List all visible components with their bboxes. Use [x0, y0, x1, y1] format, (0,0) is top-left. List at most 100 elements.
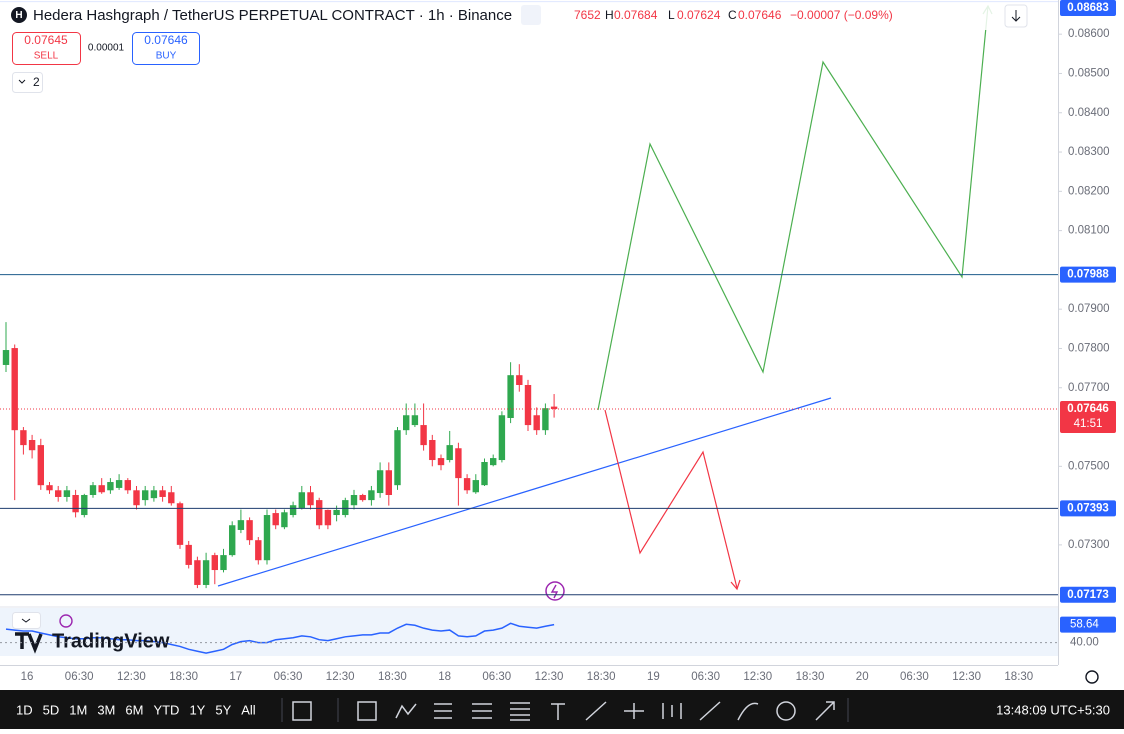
level-price-box [1060, 500, 1116, 517]
level-price-box [1060, 266, 1116, 283]
candle-body [229, 525, 236, 556]
last-price-box [1060, 400, 1116, 433]
tool-icon[interactable] [737, 702, 759, 721]
candle-body [72, 495, 79, 513]
alert-icon[interactable] [545, 581, 565, 601]
x-tick-label: 12:30 [326, 671, 355, 683]
symbol-title[interactable]: Hedera Hashgraph / TetherUS PERPETUAL CO… [33, 7, 512, 24]
bearish-path[interactable] [604, 409, 738, 589]
level-price-label: 0.07173 [1067, 589, 1109, 601]
level-price-box [1060, 586, 1116, 603]
buy-button[interactable] [132, 32, 200, 65]
x-tick-label: 18:30 [1004, 671, 1033, 683]
candle-body [350, 495, 358, 506]
pane-icon[interactable] [59, 614, 73, 628]
tool-icon[interactable] [292, 701, 312, 721]
x-tick-label: 06:30 [900, 671, 929, 683]
sell-label: SELL [34, 51, 59, 62]
hide-button[interactable] [521, 5, 541, 25]
range-button[interactable]: 1M [69, 702, 87, 717]
tool-icon[interactable] [624, 703, 644, 719]
candle-body [455, 448, 462, 479]
candle-body [550, 406, 558, 409]
settings-icon[interactable] [1085, 670, 1099, 684]
tool-icon[interactable] [662, 703, 682, 719]
candle-body [133, 490, 140, 506]
chevron [18, 79, 26, 84]
candle-body [533, 415, 540, 431]
bottom-toolbar [0, 690, 1124, 729]
candle-body [55, 490, 62, 497]
sell-button[interactable] [12, 32, 81, 65]
y-tick-label: 0.07800 [1068, 342, 1110, 354]
range-button[interactable]: 5Y [215, 702, 231, 717]
candle-body [376, 470, 384, 494]
indicators-count: 2 [33, 75, 40, 89]
range-button[interactable]: 1Y [189, 702, 205, 717]
logo-mark [15, 632, 43, 654]
tool-icon[interactable] [357, 701, 377, 721]
range-button[interactable]: 5D [43, 702, 60, 717]
range-button[interactable]: All [241, 702, 256, 717]
candle-body [498, 415, 506, 461]
range-button[interactable]: 6M [125, 702, 143, 717]
tool-icon[interactable] [434, 703, 452, 719]
candle-body [159, 490, 166, 497]
candle-body [98, 485, 105, 493]
tool-icon[interactable] [472, 703, 492, 719]
tool-icon[interactable] [395, 703, 417, 719]
clock: 13:48:09 UTC+5:30 [996, 702, 1110, 717]
ohlc-high-key: H [605, 8, 614, 22]
scroll-icon [1011, 10, 1021, 22]
chevron [21, 618, 31, 623]
tool-icon[interactable] [551, 703, 565, 720]
candle-body [289, 505, 297, 516]
candle-body [307, 492, 314, 506]
candle-body [2, 350, 10, 365]
candle-body [463, 478, 471, 491]
tool-icon[interactable] [815, 701, 835, 721]
drawing-tools [292, 701, 835, 721]
symbol-logo [11, 7, 27, 23]
x-tick-label: 18:30 [587, 671, 616, 683]
bullish-path[interactable] [597, 5, 989, 411]
candle-body [524, 385, 532, 426]
level-price-label: 0.07393 [1067, 502, 1109, 514]
indicator-line [5, 622, 555, 654]
indicator-value-box [1060, 616, 1116, 633]
tool-icon[interactable] [510, 702, 530, 721]
bearish-arrow [730, 579, 741, 591]
candle-body [507, 375, 514, 418]
candle-body [429, 440, 436, 461]
candle-body [28, 440, 36, 451]
range-button[interactable]: 3M [97, 702, 115, 717]
y-tick-label: 0.08200 [1068, 185, 1110, 197]
level-price-box [1060, 0, 1116, 16]
trend-line[interactable] [217, 397, 832, 587]
candle-body [124, 480, 131, 491]
candle-body [89, 485, 97, 495]
tool-icon[interactable] [776, 701, 796, 721]
candle-body [237, 520, 245, 530]
ohlc-close: 0.07646 [738, 8, 782, 22]
candle-body [272, 513, 279, 526]
indicators-toggle[interactable] [12, 72, 43, 93]
candles [2, 322, 558, 589]
range-button[interactable]: 1D [16, 702, 33, 717]
y-tick-label: 0.08300 [1068, 146, 1110, 158]
x-tick-label: 12:30 [743, 671, 772, 683]
indicator-tick-label: 40.00 [1070, 637, 1099, 649]
candle-body [150, 490, 158, 499]
range-button[interactable]: YTD [153, 702, 179, 717]
x-tick-label: 12:30 [535, 671, 564, 683]
y-tick-label: 0.07500 [1068, 460, 1110, 472]
x-tick-label: 06:30 [482, 671, 511, 683]
tool-icon[interactable] [699, 701, 721, 721]
tool-icon[interactable] [585, 701, 607, 721]
candle-body [368, 490, 375, 501]
candle-body [403, 415, 410, 431]
pane-toggle[interactable] [12, 612, 41, 629]
candle-body [394, 430, 401, 486]
logo-text: TradingView [52, 630, 170, 652]
